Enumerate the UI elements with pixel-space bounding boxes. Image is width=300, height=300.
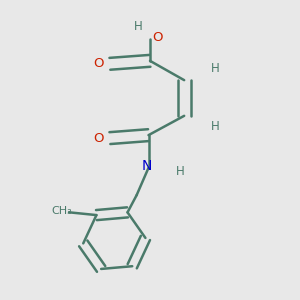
- Text: CH₃: CH₃: [51, 206, 72, 216]
- Text: H: H: [210, 62, 219, 75]
- Text: N: N: [142, 159, 152, 173]
- Text: H: H: [176, 165, 185, 178]
- Text: H: H: [134, 20, 142, 33]
- Text: H: H: [210, 120, 219, 133]
- Text: O: O: [93, 57, 104, 70]
- Text: O: O: [152, 31, 163, 44]
- Text: O: O: [93, 132, 104, 145]
